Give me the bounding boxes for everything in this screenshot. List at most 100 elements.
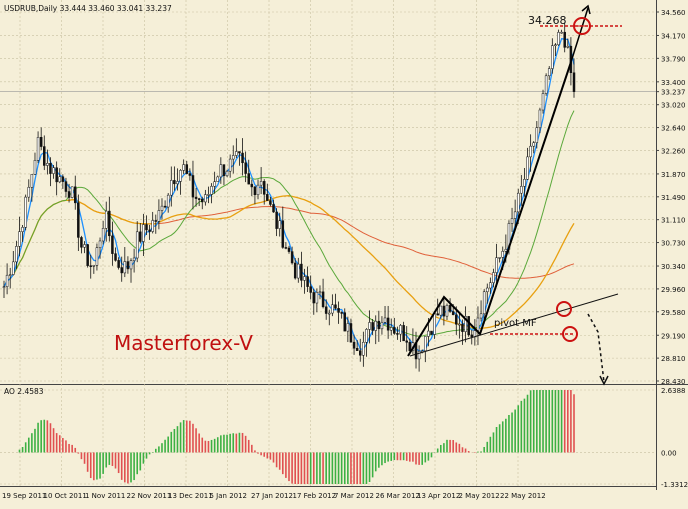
time-label: 19 Sep 2011	[2, 492, 46, 500]
candle-body	[451, 311, 455, 316]
time-label: 22 May 2012	[500, 492, 546, 500]
price-tick-label: 31.110	[661, 217, 686, 225]
candle-body	[74, 186, 77, 204]
candle-body	[52, 167, 55, 174]
candle-body	[201, 198, 204, 203]
candle-body	[235, 151, 238, 156]
price-tick-label: 28.430	[661, 378, 686, 386]
axes: 34.560 34.170 33.790 33.400 33.237 33.020 32.6…	[2, 9, 688, 500]
candle-body	[256, 184, 260, 196]
candle-body	[55, 167, 58, 183]
candle-body	[145, 224, 148, 231]
candle-body	[343, 312, 347, 332]
candle-body	[554, 44, 557, 47]
candle-body	[151, 220, 154, 232]
candle-body	[114, 253, 117, 261]
candle-body	[139, 231, 142, 242]
candle-body	[442, 305, 446, 317]
price-panel[interactable]	[0, 0, 656, 383]
candle-body	[504, 249, 508, 252]
candle-body	[154, 220, 158, 222]
candle-body	[430, 330, 433, 335]
candle-body	[2, 286, 6, 288]
price-tick-label: 28.810	[661, 355, 686, 363]
candle-body	[498, 257, 501, 259]
candle-body	[455, 314, 458, 325]
candle-body	[389, 327, 393, 331]
time-label: 2 May 2012	[459, 492, 500, 500]
candle-body	[275, 211, 278, 229]
candle-body	[300, 263, 303, 281]
indicator-panel[interactable]	[0, 386, 656, 486]
candle-body	[46, 163, 49, 166]
candle-body	[396, 333, 399, 335]
candle-body	[529, 145, 532, 158]
candle-body	[33, 160, 37, 175]
candle-body	[36, 137, 40, 161]
price-tick-label: 29.190	[661, 332, 686, 340]
projection-dashed	[587, 313, 605, 383]
trend-extension	[570, 7, 589, 63]
candle-body	[380, 322, 384, 330]
candle-body	[324, 306, 328, 314]
candle-body	[49, 163, 52, 174]
candle-body	[399, 325, 402, 335]
watermark-text: Masterforex-V	[114, 331, 253, 355]
candle-body	[448, 305, 452, 312]
candle-body	[476, 317, 480, 331]
candle-body	[95, 247, 99, 266]
candle-body	[266, 194, 269, 201]
candle-body	[312, 292, 316, 304]
candle-body	[80, 237, 83, 248]
candle-body	[262, 181, 266, 195]
candle-body	[436, 313, 439, 316]
candle-body	[287, 247, 291, 252]
candle-body	[5, 274, 9, 287]
candle-body	[98, 240, 102, 248]
high-annotation: 34.268	[528, 14, 567, 27]
candle-body	[334, 304, 337, 309]
candle-body	[563, 31, 566, 48]
candle-body	[70, 186, 74, 198]
candle-body	[176, 181, 179, 185]
candle-body	[219, 164, 223, 178]
candle-body	[225, 170, 229, 177]
candle-body	[439, 305, 443, 316]
pivot-label: pivot MF	[494, 318, 537, 329]
candle-body	[216, 176, 219, 182]
candle-body	[417, 351, 421, 360]
candle-body	[535, 127, 539, 144]
candle-body	[489, 282, 492, 289]
candle-body	[427, 330, 430, 337]
candle-body	[365, 329, 368, 343]
candle-body	[486, 287, 489, 293]
candle-body	[30, 174, 34, 188]
grid	[0, 0, 656, 486]
candle-body	[204, 194, 207, 203]
candle-body	[445, 305, 449, 317]
candle-body	[293, 262, 297, 279]
candle-body	[182, 164, 185, 171]
price-tick-label: 29.580	[661, 309, 686, 317]
candle-body	[408, 342, 412, 352]
candle-body	[572, 72, 576, 92]
candle-body	[321, 291, 325, 308]
candle-body	[157, 210, 161, 222]
pivot-marker-circle	[556, 301, 572, 317]
ao-tick-label: 0.00	[661, 449, 677, 457]
candle-body	[111, 235, 114, 254]
candle-body	[566, 45, 570, 48]
support-line	[409, 293, 619, 357]
candle-body	[352, 341, 356, 349]
candle-body	[27, 186, 31, 198]
candle-body	[117, 260, 120, 268]
candle-body	[557, 32, 560, 46]
candle-body	[61, 176, 65, 182]
candle-body	[39, 137, 43, 147]
candle-body	[318, 291, 322, 294]
candle-body	[259, 181, 263, 186]
candle-body	[250, 183, 254, 188]
price-tick-label: 34.560	[661, 9, 686, 17]
